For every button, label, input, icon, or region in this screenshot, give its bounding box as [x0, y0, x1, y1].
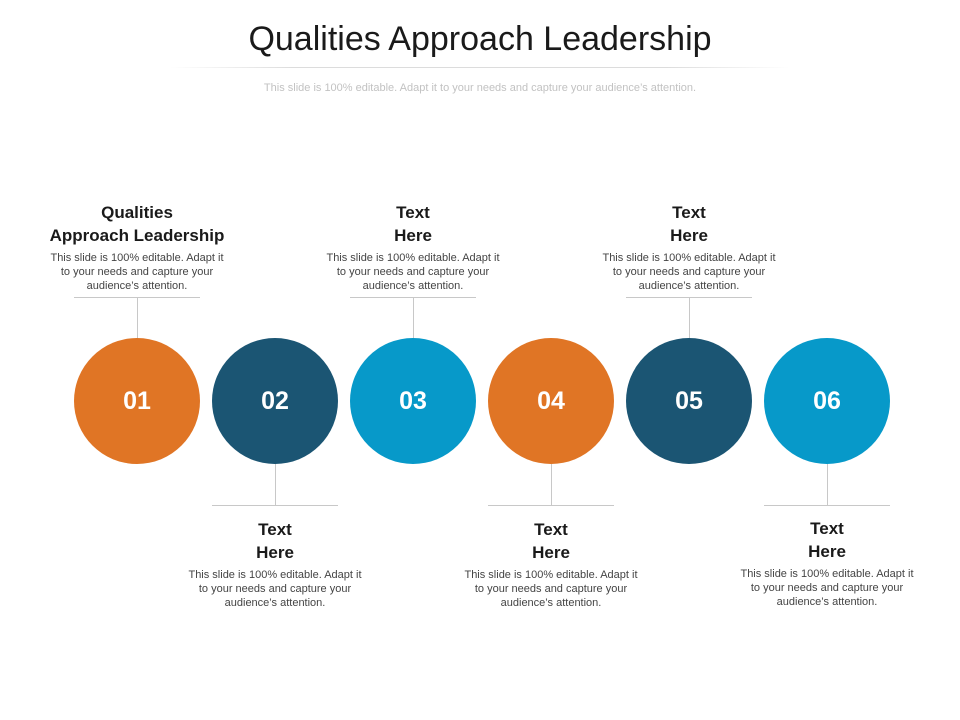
step-06-description: This slide is 100% editable. Adapt it to… — [740, 568, 914, 608]
step-02-connector — [275, 464, 276, 505]
step-06-callout: Text Here This slide is 100% editable. A… — [732, 517, 922, 609]
step-02-rule — [212, 505, 338, 506]
step-05-description: This slide is 100% editable. Adapt it to… — [602, 252, 776, 292]
step-02-number: 02 — [261, 386, 289, 415]
step-04-connector — [551, 464, 552, 505]
step-05-connector — [689, 297, 690, 338]
step-05-callout: Text Here This slide is 100% editable. A… — [594, 201, 784, 293]
step-01-connector — [137, 297, 138, 338]
step-03-circle: 03 — [350, 338, 476, 464]
step-04-callout: Text Here This slide is 100% editable. A… — [456, 518, 646, 610]
step-04-number: 04 — [537, 386, 565, 415]
step-04-rule — [488, 505, 614, 506]
step-01-heading: Qualities Approach Leadership — [49, 203, 225, 245]
step-05-number: 05 — [675, 386, 703, 415]
step-04-heading: Text Here — [532, 520, 570, 562]
step-02-description: This slide is 100% editable. Adapt it to… — [188, 569, 362, 609]
step-03-connector — [413, 297, 414, 338]
step-06-circle: 06 — [764, 338, 890, 464]
step-04-description: This slide is 100% editable. Adapt it to… — [464, 569, 638, 609]
slide-subtitle: This slide is 100% editable. Adapt it to… — [263, 82, 697, 94]
step-03-description: This slide is 100% editable. Adapt it to… — [326, 252, 500, 292]
step-05-heading: Text Here — [670, 203, 708, 245]
step-01-callout: Qualities Approach Leadership This slide… — [42, 201, 232, 293]
step-06-heading: Text Here — [808, 519, 846, 561]
step-01-circle: 01 — [74, 338, 200, 464]
step-03-heading: Text Here — [394, 203, 432, 245]
step-04-circle: 04 — [488, 338, 614, 464]
step-01-description: This slide is 100% editable. Adapt it to… — [50, 252, 224, 292]
step-03-callout: Text Here This slide is 100% editable. A… — [318, 201, 508, 293]
step-02-circle: 02 — [212, 338, 338, 464]
step-06-number: 06 — [813, 386, 841, 415]
step-03-number: 03 — [399, 386, 427, 415]
step-02-heading: Text Here — [256, 520, 294, 562]
step-05-circle: 05 — [626, 338, 752, 464]
step-06-rule — [764, 505, 890, 506]
title-divider — [170, 67, 790, 68]
step-06-connector — [827, 464, 828, 505]
slide-title: Qualities Approach Leadership — [248, 20, 712, 58]
step-02-callout: Text Here This slide is 100% editable. A… — [180, 518, 370, 610]
step-01-number: 01 — [123, 386, 151, 415]
